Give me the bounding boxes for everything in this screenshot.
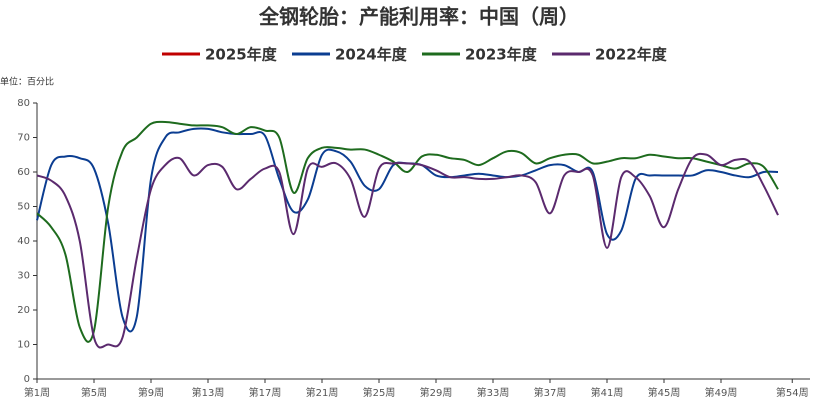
x-tick-label: 第45周 bbox=[648, 386, 681, 399]
y-tick-label: 10 bbox=[17, 340, 30, 351]
chart-title: 全钢轮胎：产能利用率：中国（周） bbox=[258, 5, 579, 29]
x-tick-label: 第49周 bbox=[705, 386, 738, 399]
x-tick-label: 第37周 bbox=[534, 386, 567, 399]
legend-label: 2025年度 bbox=[205, 46, 278, 64]
y-tick-label: 80 bbox=[17, 98, 30, 109]
y-tick-label: 20 bbox=[17, 305, 30, 316]
y-tick-label: 0 bbox=[24, 374, 30, 385]
series-line bbox=[36, 120, 779, 343]
x-tick-label: 第1周 bbox=[24, 386, 50, 399]
y-tick-label: 70 bbox=[17, 133, 30, 144]
legend-label: 2023年度 bbox=[465, 46, 538, 64]
x-tick-label: 第9周 bbox=[138, 386, 164, 399]
y-tick-label: 60 bbox=[17, 167, 30, 178]
series-line bbox=[36, 127, 779, 333]
x-tick-label: 第41周 bbox=[591, 386, 624, 399]
x-tick-label: 第25周 bbox=[363, 386, 396, 399]
x-tick-label: 第54周 bbox=[776, 386, 809, 399]
y-tick-label: 50 bbox=[17, 202, 30, 213]
x-tick-label: 第29周 bbox=[420, 386, 453, 399]
legend-label: 2022年度 bbox=[595, 46, 668, 64]
x-tick-label: 第21周 bbox=[306, 386, 339, 399]
legend-label: 2024年度 bbox=[335, 46, 408, 64]
x-tick-label: 第5周 bbox=[81, 386, 107, 399]
y-tick-label: 40 bbox=[17, 236, 30, 247]
x-tick-label: 第33周 bbox=[477, 386, 510, 399]
legend: 2025年度 2024年度 2023年度 2022年度 bbox=[162, 46, 668, 64]
y-tick-label: 30 bbox=[17, 271, 30, 282]
x-tick-label: 第13周 bbox=[192, 386, 225, 399]
series-line bbox=[36, 152, 779, 349]
unit-label: 单位：百分比 bbox=[0, 76, 54, 88]
x-tick-label: 第17周 bbox=[249, 386, 282, 399]
